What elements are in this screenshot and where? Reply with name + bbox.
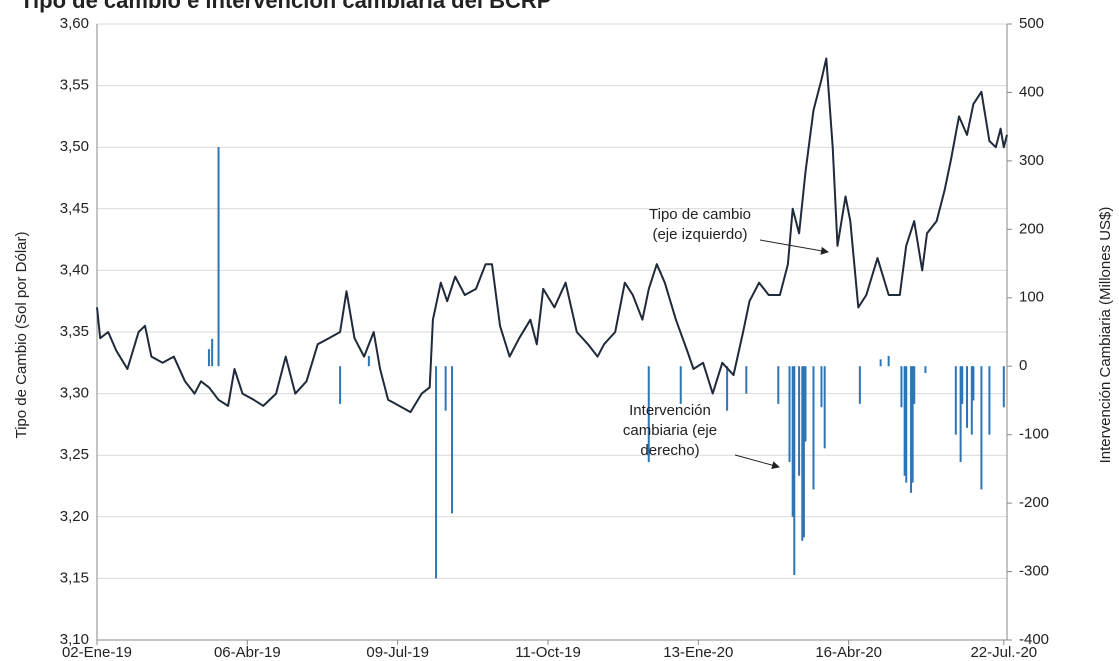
bar <box>924 366 927 374</box>
y2-tick-label: 0 <box>1019 357 1027 374</box>
bar <box>879 359 882 367</box>
y-tick-label: 3,50 <box>60 138 89 155</box>
bar <box>905 366 908 483</box>
bar <box>988 366 991 435</box>
bar <box>802 366 805 538</box>
bar <box>777 366 780 404</box>
bar <box>211 338 214 367</box>
y-tick-label: 3,45 <box>60 200 89 217</box>
line <box>96 57 1008 414</box>
y-tick-label: 3,35 <box>60 323 89 340</box>
y2-axis-title: Intervención Cambiaria (Millones US$) <box>1097 207 1114 464</box>
y-tick-label: 3,20 <box>60 508 89 525</box>
bar <box>679 366 682 404</box>
y-tick-label: 3,60 <box>60 15 89 32</box>
bar <box>1002 366 1005 408</box>
chart-title: Tipo de cambio e intervención cambiaria … <box>20 0 551 13</box>
bar <box>900 366 903 408</box>
bar <box>812 366 815 490</box>
y-tick-label: 3,55 <box>60 77 89 94</box>
bar <box>798 366 801 476</box>
bar <box>903 366 906 476</box>
bar <box>444 366 447 411</box>
bar <box>367 355 370 367</box>
annotation: cambiaria (eje <box>623 422 717 439</box>
bar <box>961 366 964 404</box>
bar <box>451 366 454 514</box>
bar <box>788 366 791 463</box>
y2-tick-label: -400 <box>1019 631 1049 648</box>
bar <box>804 366 807 442</box>
bar <box>980 366 983 490</box>
annotation-arrow <box>759 239 829 255</box>
bar <box>647 366 650 463</box>
y2-tick-label: 200 <box>1019 220 1044 237</box>
y2-tick-label: 500 <box>1019 15 1044 32</box>
bar <box>793 366 796 575</box>
y-axis-title: Tipo de Cambio (Sol por Dólar) <box>13 231 30 438</box>
y-tick-label: 3,30 <box>60 385 89 402</box>
bar <box>745 366 748 394</box>
bar <box>913 366 916 404</box>
bar <box>954 366 957 435</box>
y-tick-label: 3,25 <box>60 446 89 463</box>
y2-tick-label: -200 <box>1019 494 1049 511</box>
y-tick-label: 3,10 <box>60 631 89 648</box>
bar <box>820 366 823 408</box>
x-tick-label: 22-Jul.-20 <box>970 644 1037 661</box>
x-tick-label: 02-Ene-19 <box>62 644 132 661</box>
y2-tick-label: 300 <box>1019 152 1044 169</box>
x-tick-label: 06-Abr-19 <box>214 644 281 661</box>
y2-tick-label: -300 <box>1019 563 1049 580</box>
bar <box>910 366 913 493</box>
bar <box>435 366 438 579</box>
y2-tick-label: 400 <box>1019 83 1044 100</box>
bar <box>791 366 794 517</box>
bar <box>972 366 975 401</box>
bar <box>966 366 969 428</box>
y-tick-label: 3,40 <box>60 261 89 278</box>
annotation: derecho) <box>640 442 699 459</box>
bar <box>970 366 973 435</box>
x-tick-label: 11-Oct-19 <box>515 644 581 661</box>
x-tick-label: 16-Abr-20 <box>815 644 882 661</box>
bar <box>801 366 804 541</box>
annotation: Intervención <box>629 402 711 419</box>
y-tick-label: 3,15 <box>60 569 89 586</box>
annotation-arrow <box>734 454 780 470</box>
annotation: (eje izquierdo) <box>652 226 747 243</box>
bar <box>911 366 914 483</box>
x-tick-label: 09-Jul-19 <box>366 644 429 661</box>
bar <box>959 366 962 463</box>
bar <box>339 366 342 404</box>
bar <box>887 355 890 367</box>
y2-tick-label: 100 <box>1019 289 1044 306</box>
y2-tick-label: -100 <box>1019 426 1049 443</box>
bar <box>207 349 210 367</box>
annotation: Tipo de cambio <box>649 206 751 223</box>
bar <box>217 147 220 367</box>
x-tick-label: 13-Ene-20 <box>663 644 733 661</box>
bar <box>726 366 729 411</box>
bar <box>858 366 861 404</box>
bar <box>823 366 826 449</box>
